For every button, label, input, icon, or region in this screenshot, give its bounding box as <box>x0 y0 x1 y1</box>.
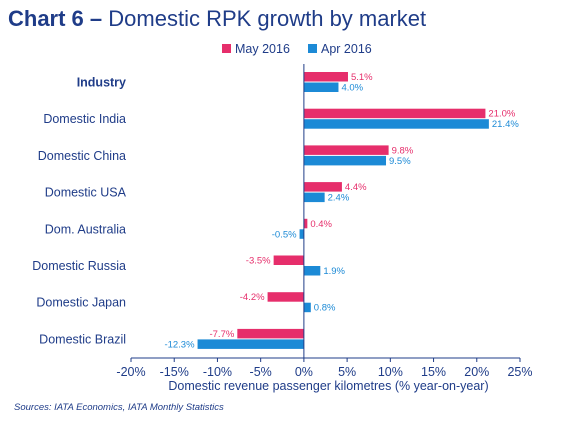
bar-apr <box>303 266 321 276</box>
bar-apr <box>299 229 304 239</box>
category-label: Domestic Russia <box>32 259 126 273</box>
data-label-apr: 21.4% <box>492 119 519 130</box>
data-label-apr: 2.4% <box>328 193 350 204</box>
x-tick-label: 5% <box>338 365 356 379</box>
bar-may <box>303 182 342 192</box>
bar-apr <box>303 82 339 92</box>
bar-apr <box>303 155 387 166</box>
legend-label-may: May 2016 <box>235 42 290 56</box>
legend-swatch-apr <box>308 44 317 53</box>
legend-swatch-may <box>222 44 231 53</box>
data-label-may: 4.4% <box>345 182 367 193</box>
x-tick-label: 25% <box>507 365 532 379</box>
x-tick-label: 0% <box>295 365 313 379</box>
data-label-apr: 0.8% <box>314 303 336 314</box>
data-label-may: -7.7% <box>209 329 234 340</box>
bar-may <box>303 72 348 82</box>
category-label: Domestic USA <box>45 186 127 200</box>
chart-title-prefix: Chart 6 – <box>8 6 103 31</box>
x-tick-label: -5% <box>250 365 272 379</box>
data-label-apr: 4.0% <box>341 83 363 94</box>
bar-apr <box>303 119 489 129</box>
data-label-may: 9.8% <box>392 145 414 156</box>
data-label-may: -3.5% <box>246 256 271 267</box>
data-label-apr: -12.3% <box>164 339 195 350</box>
x-tick-label: -15% <box>160 365 189 379</box>
category-label: Domestic Brazil <box>39 332 126 346</box>
data-label-may: -4.2% <box>240 292 265 303</box>
legend-label-apr: Apr 2016 <box>321 42 372 56</box>
bar-may <box>273 255 304 265</box>
category-label: Industry <box>77 76 126 90</box>
category-label: Domestic Japan <box>36 296 126 310</box>
category-label: Domestic India <box>43 112 126 126</box>
x-tick-label: 15% <box>421 365 446 379</box>
bar-may <box>303 108 486 119</box>
bar-apr <box>303 302 311 313</box>
x-tick-label: 10% <box>378 365 403 379</box>
source-note: Sources: IATA Economics, IATA Monthly St… <box>14 402 224 413</box>
data-label-apr: 9.5% <box>389 156 411 167</box>
bar-apr <box>197 339 304 349</box>
data-label-apr: 1.9% <box>323 266 345 277</box>
bar-may <box>303 218 308 229</box>
category-label: Domestic China <box>38 149 126 163</box>
x-tick-label: -20% <box>116 365 145 379</box>
x-tick-label: 20% <box>464 365 489 379</box>
x-tick-label: -10% <box>203 365 232 379</box>
data-label-may: 5.1% <box>351 72 373 83</box>
chart-title: Chart 6 – Domestic RPK growth by market <box>8 6 426 32</box>
category-label: Dom. Australia <box>45 222 126 236</box>
chart-title-text: Domestic RPK growth by market <box>108 6 427 31</box>
data-label-apr: -0.5% <box>272 229 297 240</box>
bar-may <box>237 328 304 339</box>
data-label-may: 21.0% <box>488 109 515 120</box>
x-axis-title: Domestic revenue passenger kilometres (%… <box>168 379 488 393</box>
bar-may <box>267 292 304 302</box>
bar-may <box>303 145 389 155</box>
data-label-may: 0.4% <box>310 219 332 230</box>
bar-apr <box>303 192 325 203</box>
